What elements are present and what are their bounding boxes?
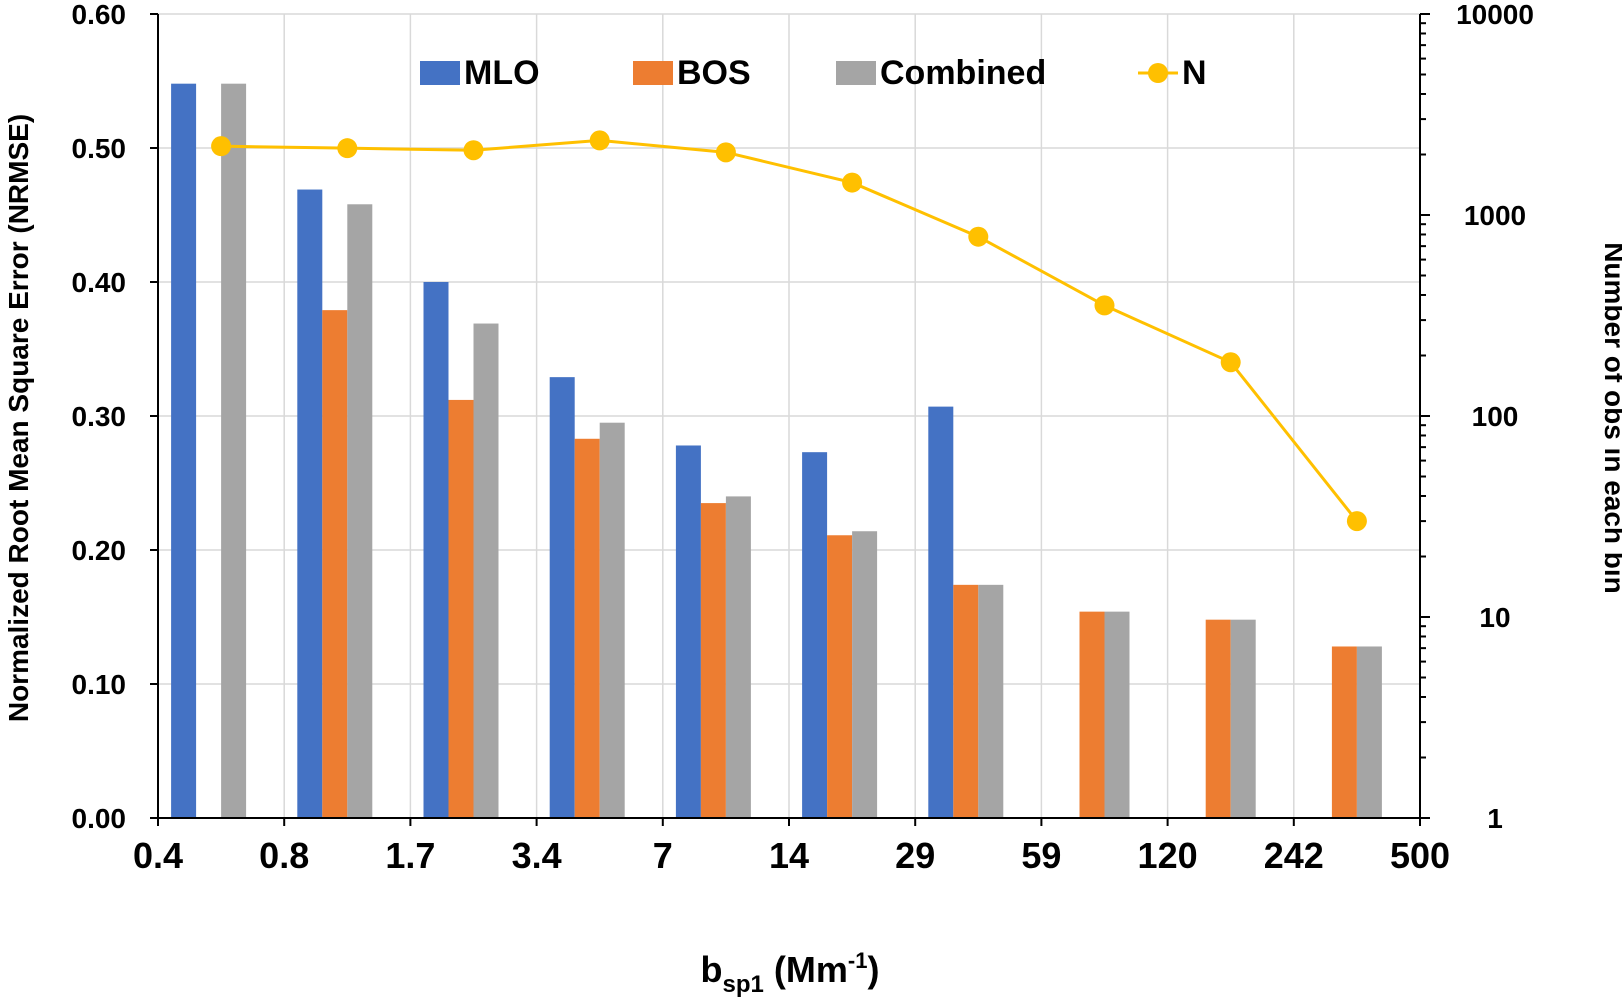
y-tick-label: 0.00 [72, 803, 127, 834]
y2-tick-label: 1000 [1464, 200, 1526, 231]
n-point [337, 138, 358, 159]
bar-combined [599, 422, 625, 818]
bar-bos [953, 584, 979, 818]
n-point [463, 140, 484, 161]
x-tick-label: 3.4 [512, 835, 562, 876]
x-tick-label: 120 [1138, 835, 1198, 876]
bar-bos [574, 438, 600, 818]
x-tick-label: 242 [1264, 835, 1324, 876]
n-point [589, 130, 610, 151]
bar-mlo [423, 282, 449, 818]
n-point [1220, 352, 1241, 373]
bar-combined [473, 323, 499, 818]
bar-combined [1104, 611, 1130, 818]
bar-combined [978, 584, 1004, 818]
bar-bos [448, 399, 474, 818]
n-point [842, 172, 863, 193]
legend-swatch-mlo [420, 61, 460, 85]
y2-tick-label: 1 [1487, 803, 1503, 834]
bar-bos [827, 535, 853, 818]
bar-mlo [675, 445, 701, 818]
x-axis-title: bsp1 (Mm-1) [701, 948, 880, 998]
legend[interactable]: MLO BOS Combined N [420, 54, 1207, 92]
bar-combined [852, 531, 878, 818]
n-point [1094, 295, 1115, 316]
legend-swatch-combined [836, 61, 876, 85]
y2-tick-label: 10000 [1456, 0, 1534, 30]
legend-label-bos: BOS [677, 54, 751, 92]
bar-mlo [928, 406, 954, 818]
y-tick-label: 0.10 [72, 669, 127, 700]
legend-label-combined: Combined [880, 54, 1046, 92]
legend-swatch-bos [633, 61, 673, 85]
bar-mlo [171, 83, 197, 819]
x-tick-label: 0.4 [133, 835, 183, 876]
legend-label-n: N [1182, 54, 1207, 92]
y-tick-label: 0.50 [72, 133, 127, 164]
bar-combined [221, 83, 247, 819]
y-axis-title: Normalized Root Mean Square Error (NRMSE… [3, 114, 34, 722]
y-tick-label: 0.40 [72, 267, 127, 298]
bar-combined [1356, 646, 1382, 818]
x-tick-label: 0.8 [259, 835, 309, 876]
y2-tick-label: 10 [1479, 602, 1510, 633]
n-line-series [211, 130, 1367, 532]
x-axis-title-base: b [701, 949, 723, 990]
bar-bos [1331, 646, 1357, 818]
legend-swatch-marker [1148, 63, 1168, 83]
bar-combined [725, 496, 751, 818]
bar-mlo [802, 452, 828, 818]
x-axis-title-close: ) [867, 949, 879, 990]
x-axis-title-subscript: sp1 [723, 971, 764, 998]
n-line [221, 138, 1359, 523]
y-tick-label: 0.20 [72, 535, 127, 566]
x-tick-label: 14 [769, 835, 809, 876]
n-point [1346, 511, 1367, 532]
n-point [968, 226, 989, 247]
n-point [715, 142, 736, 163]
x-tick-label: 7 [653, 835, 673, 876]
x-tick-label: 59 [1021, 835, 1061, 876]
n-point [211, 136, 232, 157]
y2-tick-label: 100 [1472, 401, 1519, 432]
bar-combined [347, 204, 373, 818]
bar-bos [1205, 619, 1231, 818]
bar-series [171, 83, 1382, 819]
x-tick-label: 500 [1390, 835, 1450, 876]
x-axis-title-superscript: -1 [848, 948, 868, 973]
y-tick-label: 0.30 [72, 401, 127, 432]
axes: 0.00 0.10 0.20 0.30 0.40 0.50 0.60 1 10 100 1000 10… [72, 0, 1534, 876]
bar-mlo [297, 189, 323, 819]
legend-label-mlo: MLO [464, 54, 540, 92]
bar-combined [1230, 619, 1256, 818]
bar-mlo [549, 377, 575, 818]
y2-axis-title: Number of obs in each bin [1599, 242, 1622, 594]
x-tick-label: 29 [895, 835, 935, 876]
x-tick-label: 1.7 [385, 835, 435, 876]
bar-bos [700, 503, 726, 818]
x-axis-title-unit: (Mm [764, 949, 848, 990]
bar-bos [1079, 611, 1105, 818]
bar-bos [322, 310, 348, 818]
y-tick-label: 0.60 [72, 0, 127, 30]
